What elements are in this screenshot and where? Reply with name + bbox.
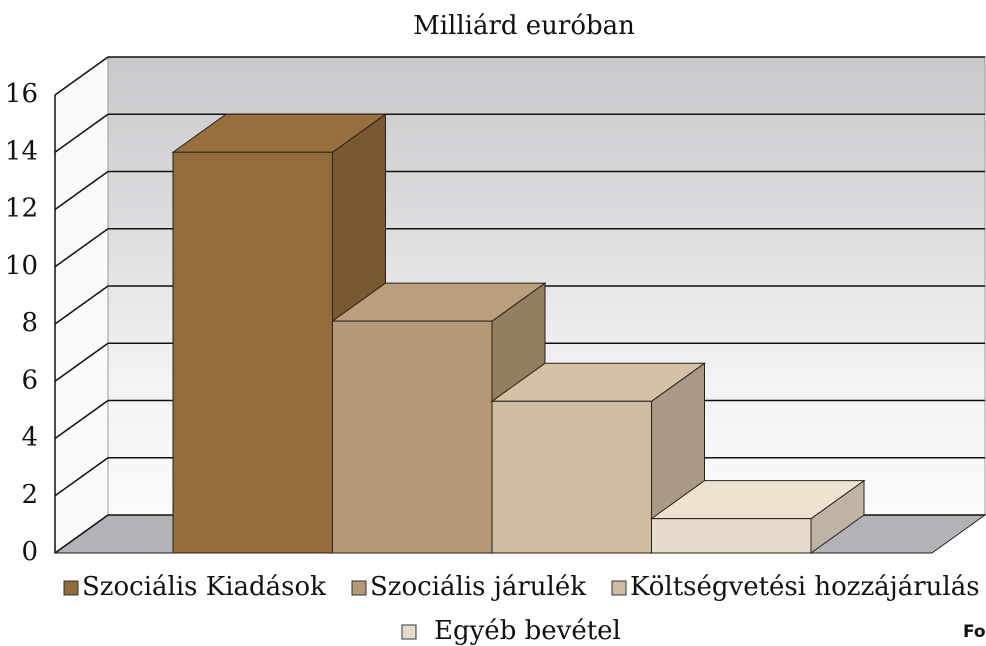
y-tick-label: 16 xyxy=(5,79,38,109)
legend-label: Szociális Kiadások xyxy=(82,572,326,602)
y-tick-label: 0 xyxy=(21,537,38,567)
legend-swatch xyxy=(611,580,627,596)
y-tick-label: 6 xyxy=(21,365,38,395)
grid-line xyxy=(54,399,109,440)
legend-swatch xyxy=(63,580,79,596)
legend-label: Költségvetési hozzájárulás xyxy=(630,572,980,602)
y-tick-label: 8 xyxy=(21,308,38,338)
legend-label: Szociális járulék xyxy=(370,572,586,602)
grid-line xyxy=(54,457,109,497)
y-tick-label: 4 xyxy=(21,423,38,453)
grid-line xyxy=(54,170,109,211)
grid-line xyxy=(54,56,109,96)
bar xyxy=(332,320,493,554)
grid-line xyxy=(54,285,109,325)
legend-label: Egyéb bevétel xyxy=(434,616,621,646)
y-tick-label: 10 xyxy=(5,251,38,281)
grid-line xyxy=(54,342,109,382)
grid-line xyxy=(54,113,109,153)
bar xyxy=(651,518,812,554)
y-tick-label: 12 xyxy=(5,194,38,224)
y-tick-label: 2 xyxy=(21,480,38,510)
grid-line xyxy=(54,514,109,554)
legend-swatch xyxy=(401,624,417,640)
chart-title: Milliárd euróban xyxy=(413,11,635,41)
legend-swatch xyxy=(351,580,367,596)
bar xyxy=(172,151,333,554)
y-tick-label: 14 xyxy=(5,136,38,166)
grid-line xyxy=(54,228,109,268)
source-note: Fo xyxy=(963,622,986,642)
bar xyxy=(491,400,652,554)
